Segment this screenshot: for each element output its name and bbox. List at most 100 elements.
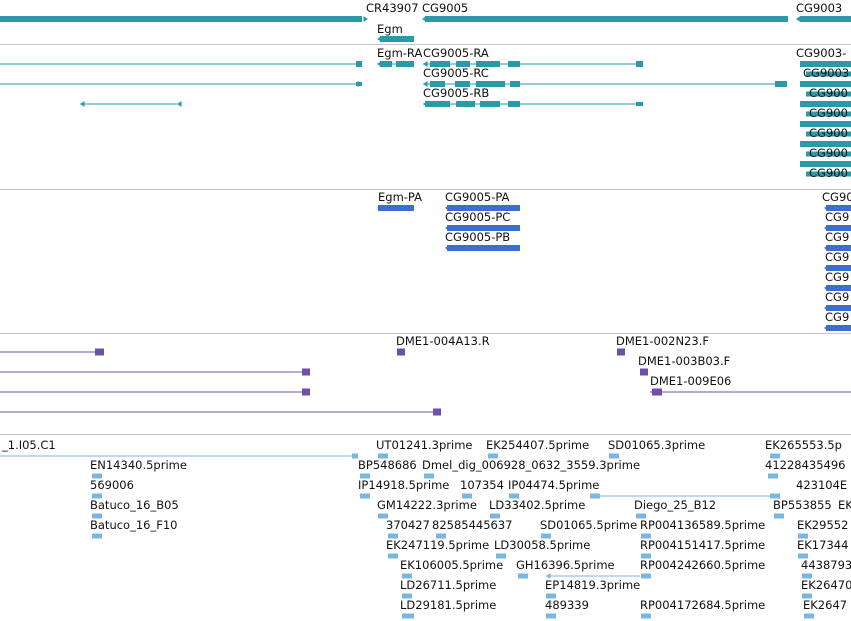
protein-label[interactable]: CG9005-PC xyxy=(445,210,511,224)
est-mark xyxy=(609,453,619,459)
est-label[interactable]: LD30058.5prime xyxy=(494,538,591,552)
est-label[interactable]: EK26470 xyxy=(801,578,851,592)
protein-arrow xyxy=(824,305,829,311)
est-label[interactable]: EK17344 xyxy=(797,538,849,552)
protein-label[interactable]: CG9 xyxy=(825,290,850,304)
protein-label[interactable]: Egm-PA xyxy=(378,190,422,204)
transcript-exon xyxy=(476,61,500,67)
clone-label[interactable]: DME1-003B03.F xyxy=(638,354,731,368)
protein-label[interactable]: CG9005-PA xyxy=(445,190,510,204)
transcript-label[interactable]: CG9005-RA xyxy=(423,46,489,60)
protein-label[interactable]: CG9 xyxy=(825,250,850,264)
transcript-exon xyxy=(800,101,851,107)
est-label[interactable]: BP548686 xyxy=(358,458,417,472)
gene-arrow xyxy=(363,16,368,22)
est-label[interactable]: LD29181.5prime xyxy=(400,598,497,612)
est-label[interactable]: LD26711.5prime xyxy=(400,578,497,592)
est-label[interactable]: 423104E xyxy=(796,478,848,492)
clone-label[interactable]: DME1-004A13.R xyxy=(396,334,490,348)
est-label[interactable]: 4438793 xyxy=(801,558,851,572)
transcript-exon xyxy=(806,91,851,97)
est-mark xyxy=(546,593,556,599)
est-label[interactable]: IP14918.5prime xyxy=(358,478,450,492)
transcript-label[interactable]: CG900 xyxy=(809,166,848,180)
est-arrow xyxy=(590,493,595,499)
est-label[interactable]: Dmel_dig_006928_0632_3559.3prime xyxy=(422,458,641,472)
protein-bar xyxy=(826,325,851,331)
transcript-exon xyxy=(800,141,851,147)
clone-label[interactable]: DME1-009E06 xyxy=(650,374,732,388)
protein-label[interactable]: CG90 xyxy=(822,190,851,204)
protein-bar xyxy=(826,245,851,251)
transcript-label[interactable]: CG900 xyxy=(809,126,848,140)
est-label[interactable]: EK106005.5prime xyxy=(400,558,504,572)
est-label[interactable]: 370427 xyxy=(386,518,430,532)
est-label[interactable]: IP04474.5prime xyxy=(508,478,600,492)
est-label[interactable]: _1.I05.C1 xyxy=(2,438,56,452)
est-label[interactable]: BP553855 xyxy=(773,498,832,512)
protein-label[interactable]: CG9 xyxy=(825,310,850,324)
est-label[interactable]: Batuco_16_B05 xyxy=(90,498,179,512)
est-label[interactable]: EK2647 xyxy=(803,598,848,612)
est-label[interactable]: LD33402.5prime xyxy=(489,498,586,512)
est-label[interactable]: RP004136589.5prime xyxy=(640,518,766,532)
est-label[interactable]: 489339 xyxy=(545,598,589,612)
est-label[interactable]: UT01241.3prime xyxy=(376,438,473,452)
est-mark xyxy=(402,593,412,599)
transcript-label[interactable]: CG900 xyxy=(809,86,848,100)
transcript-label[interactable]: CG9005-RC xyxy=(423,66,489,80)
est-label[interactable]: RP004151417.5prime xyxy=(640,538,766,552)
est-label[interactable]: SD01065.5prime xyxy=(540,518,638,532)
transcript-label[interactable]: CG900 xyxy=(809,106,848,120)
gene-label[interactable]: Egm xyxy=(377,22,403,36)
protein-arrow xyxy=(824,325,829,331)
est-mark xyxy=(436,533,446,539)
est-label[interactable]: RP004172684.5prime xyxy=(640,598,766,612)
est-mark xyxy=(641,553,651,559)
transcript-label[interactable]: Egm-RA xyxy=(377,46,423,60)
transcript-exon xyxy=(510,81,520,87)
transcript-label[interactable]: CG9005-RB xyxy=(423,86,490,100)
est-label[interactable]: EK247119.5prime xyxy=(386,538,490,552)
est-label[interactable]: EK254407.5prime xyxy=(486,438,590,452)
transcript-exon xyxy=(775,81,787,87)
transcript-exon xyxy=(380,61,392,67)
clone-end xyxy=(617,348,625,356)
est-mark xyxy=(360,473,370,479)
est-mark xyxy=(509,493,519,499)
est-mark xyxy=(388,533,398,539)
est-label[interactable]: GM14222.3prime xyxy=(377,498,477,512)
transcript-label[interactable]: CG9003 xyxy=(803,66,850,80)
protein-label[interactable]: CG9 xyxy=(825,270,850,284)
est-label[interactable]: SD01065.3prime xyxy=(608,438,706,452)
transcript-arrow xyxy=(357,81,362,87)
est-label[interactable]: EN14340.5prime xyxy=(90,458,187,472)
gene-label[interactable]: CR43907 xyxy=(366,1,419,15)
transcript-exon xyxy=(476,81,505,87)
protein-label[interactable]: CG9 xyxy=(825,230,850,244)
est-label[interactable]: 107354 xyxy=(460,478,504,492)
est-mark xyxy=(641,573,651,579)
transcript-label[interactable]: CG900 xyxy=(809,146,848,160)
est-label[interactable]: 41228435496 xyxy=(765,458,846,472)
est-label[interactable]: GH16396.5prime xyxy=(516,558,615,572)
transcript-label[interactable]: CG9003- xyxy=(796,46,847,60)
est-label[interactable]: EP14819.3prime xyxy=(545,578,641,592)
clone-end xyxy=(640,368,648,376)
gene-label[interactable]: CG9003 xyxy=(796,1,843,15)
est-label[interactable]: Diego_25_B12 xyxy=(634,498,717,512)
est-mark xyxy=(641,533,651,539)
protein-label[interactable]: CG9005-PB xyxy=(445,230,511,244)
protein-label[interactable]: CG9 xyxy=(825,210,850,224)
gene-label[interactable]: CG9005 xyxy=(422,1,469,15)
est-label[interactable]: Batuco_16_F10 xyxy=(90,518,178,532)
est-mark xyxy=(546,613,556,619)
clone-label[interactable]: DME1-002N23.F xyxy=(616,334,709,348)
transcript-exon xyxy=(430,61,450,67)
est-label[interactable]: 569006 xyxy=(90,478,134,492)
est-label[interactable]: EK265553.5p xyxy=(765,438,842,452)
est-label[interactable]: RP004242660.5prime xyxy=(640,558,766,572)
est-label[interactable]: 82585445637 xyxy=(432,518,513,532)
est-label[interactable]: EK29552 xyxy=(797,518,849,532)
est-label[interactable]: EK xyxy=(838,498,851,512)
